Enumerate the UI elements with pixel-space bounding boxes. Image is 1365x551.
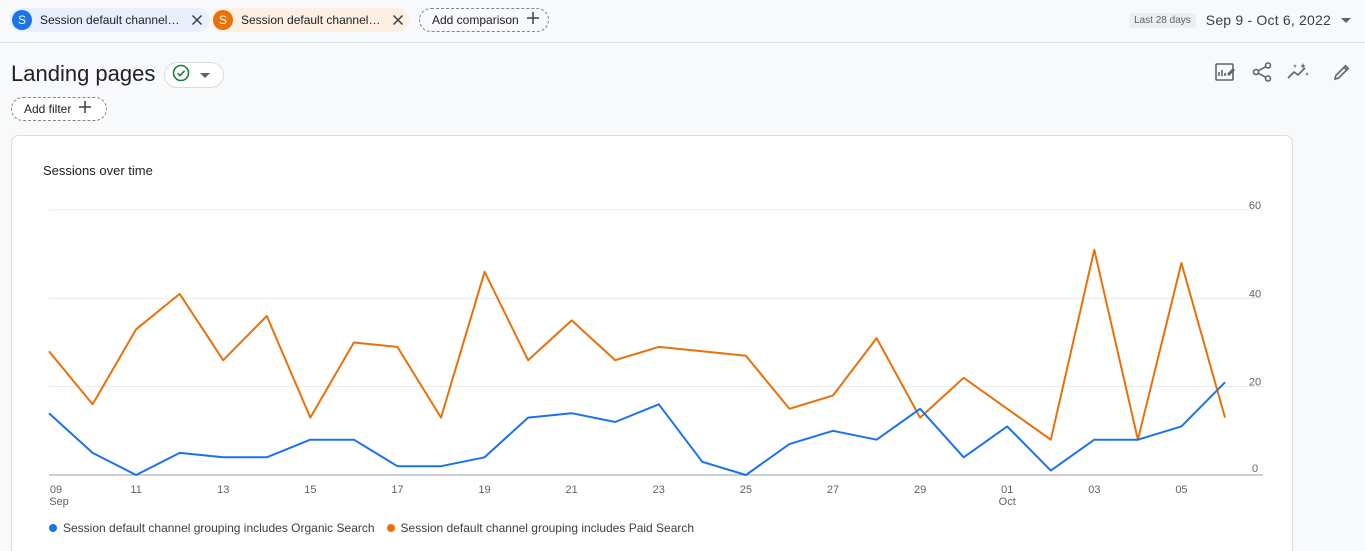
x-tick-label: 27: [827, 484, 839, 496]
add-comparison-label: Add comparison: [432, 13, 519, 27]
x-tick-label: 13: [217, 484, 229, 496]
date-range-value: Sep 9 - Oct 6, 2022: [1205, 12, 1331, 28]
report-status-dropdown[interactable]: [164, 62, 224, 88]
comparison-chip-label: Session default channel grouping include…: [241, 13, 383, 27]
comparison-badge: S: [213, 10, 233, 30]
x-tick-label: 21: [566, 484, 578, 496]
comparison-chip-label: Session default channel grouping include…: [40, 13, 182, 27]
x-tick-label: 17: [391, 484, 403, 496]
x-tick-label: 03: [1088, 484, 1100, 496]
x-tick-label: 11: [130, 484, 141, 496]
x-tick-label: 09: [50, 484, 62, 496]
y-tick-label: 40: [1249, 288, 1261, 300]
x-tick-label: 19: [478, 484, 490, 496]
insights-icon[interactable]: [1286, 60, 1310, 84]
x-month-label: Sep: [49, 496, 69, 508]
x-tick-label: 15: [304, 484, 316, 496]
plus-icon: [79, 101, 92, 117]
chart-legend: Session default channel grouping include…: [49, 521, 706, 535]
date-range-picker[interactable]: Last 28 days Sep 9 - Oct 6, 2022: [1129, 12, 1351, 28]
y-tick-label: 0: [1252, 463, 1258, 475]
legend-dot: [49, 524, 57, 532]
x-tick-label: 23: [653, 484, 665, 496]
chevron-down-icon: [1341, 17, 1351, 23]
close-icon[interactable]: [190, 13, 204, 27]
x-tick-label: 01: [1001, 484, 1013, 496]
legend-dot: [386, 524, 395, 532]
comparison-chip-organic[interactable]: S Session default channel grouping inclu…: [10, 8, 210, 32]
date-range-label: Last 28 days: [1129, 12, 1196, 28]
edit-icon[interactable]: [1330, 60, 1354, 84]
check-circle-icon: [172, 64, 190, 87]
add-filter-button[interactable]: Add filter: [11, 97, 107, 121]
y-tick-label: 60: [1249, 200, 1261, 212]
share-icon[interactable]: [1250, 60, 1274, 84]
add-comparison-button[interactable]: Add comparison: [419, 8, 549, 32]
legend-label: Session default channel grouping include…: [400, 521, 695, 535]
series-line-organic: [48, 381, 1226, 476]
close-icon[interactable]: [391, 13, 405, 27]
x-tick-label: 05: [1175, 484, 1187, 496]
y-tick-label: 20: [1249, 377, 1261, 389]
chevron-down-icon: [200, 72, 210, 78]
x-tick-label: 25: [740, 484, 752, 496]
card-title: Sessions over time: [43, 163, 153, 178]
comparison-badge: S: [12, 10, 32, 30]
legend-label: Session default channel grouping include…: [63, 521, 375, 535]
page-title: Landing pages: [11, 61, 156, 86]
comparison-chip-paid[interactable]: S Session default channel grouping inclu…: [211, 8, 409, 32]
x-month-label: Oct: [999, 496, 1016, 508]
sessions-chart-card: Sessions over time 0 20 40 60 09 11 13 15 17 19 21…: [11, 135, 1293, 551]
legend-item-paid[interactable]: Session default channel grouping include…: [386, 521, 695, 535]
add-filter-label: Add filter: [24, 102, 72, 116]
comparison-bar: S Session default channel grouping inclu…: [0, 0, 1365, 43]
sessions-line-chart: 0 20 40 60 09 11 13 15 17 19 21 23 25 27 29 01 03 05 Sep Oc…: [48, 200, 1263, 508]
legend-item-organic[interactable]: Session default channel grouping include…: [49, 521, 375, 535]
series-line-paid: [48, 248, 1226, 441]
plus-icon: [526, 12, 539, 28]
x-tick-label: 29: [914, 484, 926, 496]
customize-report-icon[interactable]: [1213, 60, 1237, 84]
